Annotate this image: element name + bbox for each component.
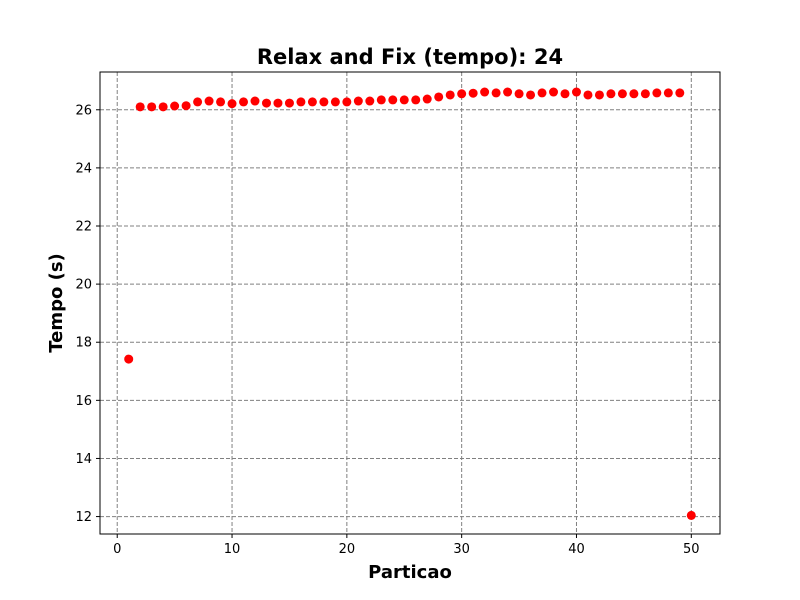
y-axis-ticks: 12 14 16 18 20 22 24 26	[75, 103, 100, 525]
data-point	[629, 89, 639, 99]
data-point	[663, 88, 673, 98]
y-tick-label: 14	[75, 452, 92, 467]
data-point	[445, 90, 455, 100]
data-point	[135, 102, 145, 112]
data-point	[617, 89, 627, 99]
plot-frame	[99, 71, 721, 535]
data-point	[365, 96, 375, 106]
data-point	[411, 95, 421, 105]
data-point	[514, 89, 524, 99]
data-point	[158, 102, 168, 112]
data-point	[526, 90, 536, 100]
data-point	[388, 95, 398, 105]
x-tick-label: 20	[339, 542, 356, 557]
data-point	[376, 95, 386, 105]
x-axis-ticks: 0 10 20 30 40 50	[113, 534, 700, 557]
y-tick-label: 16	[75, 394, 92, 409]
data-point	[675, 88, 685, 98]
y-tick-label: 12	[75, 510, 92, 525]
data-point	[686, 510, 696, 520]
y-tick-label: 22	[75, 220, 92, 235]
data-point	[319, 97, 329, 107]
data-point	[537, 88, 547, 98]
data-point	[457, 89, 467, 99]
x-tick-label: 10	[224, 542, 241, 557]
data-point	[480, 87, 490, 97]
data-point	[204, 96, 214, 106]
data-point	[261, 98, 271, 108]
chart-title: Relax and Fix (tempo): 24	[257, 45, 563, 69]
data-point	[652, 88, 662, 98]
data-point	[273, 98, 283, 108]
data-point	[399, 95, 409, 105]
data-point	[571, 87, 581, 97]
data-point	[307, 97, 317, 107]
y-tick-label: 20	[75, 278, 92, 293]
data-point	[216, 97, 226, 107]
data-point	[124, 354, 134, 364]
grid-lines	[100, 72, 720, 534]
data-point	[468, 88, 478, 98]
data-points	[124, 87, 696, 520]
x-tick-label: 30	[453, 542, 470, 557]
data-point	[594, 90, 604, 100]
data-point	[147, 102, 157, 112]
data-point	[227, 99, 237, 109]
data-point	[422, 94, 432, 104]
data-point	[330, 97, 340, 107]
data-point	[583, 90, 593, 100]
data-point	[503, 87, 513, 97]
data-point	[640, 89, 650, 99]
data-point	[549, 87, 559, 97]
data-point	[560, 89, 570, 99]
data-point	[296, 97, 306, 107]
x-axis-label: Particao	[368, 562, 452, 583]
data-point	[434, 92, 444, 102]
y-tick-label: 18	[75, 336, 92, 351]
data-point	[606, 89, 616, 99]
data-point	[193, 97, 203, 107]
data-point	[181, 101, 191, 111]
y-tick-label: 26	[75, 103, 92, 118]
data-point	[353, 96, 363, 106]
data-point	[342, 97, 352, 107]
data-point	[250, 96, 260, 106]
data-point	[170, 101, 180, 111]
data-point	[491, 88, 501, 98]
data-point	[239, 97, 249, 107]
y-axis-label: Tempo (s)	[46, 253, 67, 353]
x-tick-label: 40	[568, 542, 585, 557]
y-tick-label: 24	[75, 161, 92, 176]
x-tick-label: 50	[683, 542, 700, 557]
x-tick-label: 0	[113, 542, 121, 557]
data-point	[284, 98, 294, 108]
